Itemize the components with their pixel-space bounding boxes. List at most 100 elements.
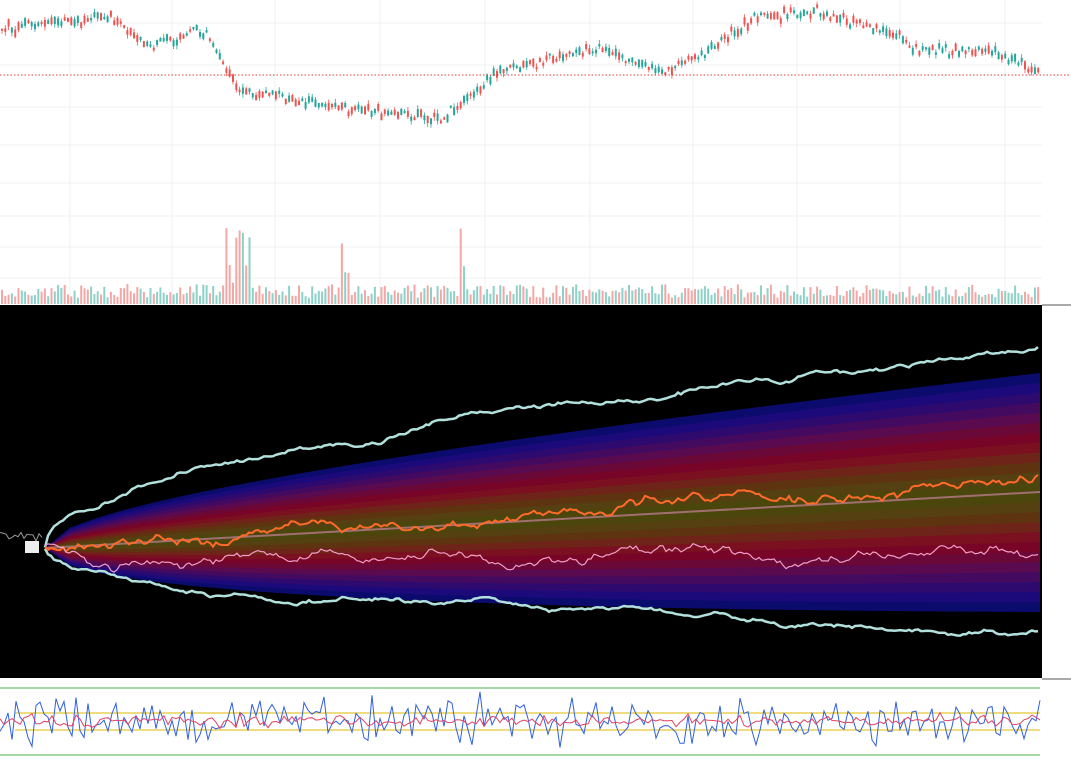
candle-body [449, 105, 452, 108]
candle-body [644, 61, 647, 67]
candle-body [291, 95, 294, 102]
volume-bar [941, 296, 944, 304]
volume-bar [271, 293, 274, 304]
candle-body [822, 13, 825, 20]
candle-body [304, 101, 307, 109]
volume [1, 228, 1040, 304]
candle-body [981, 48, 984, 54]
volume-bar [713, 292, 716, 304]
candle-body [172, 40, 175, 47]
candle-body [915, 43, 918, 47]
volume-bar [819, 289, 822, 304]
volume-bar [304, 296, 307, 304]
candle-body [783, 6, 786, 13]
candle-body [684, 60, 687, 64]
candle-body [769, 12, 772, 20]
candle-body [882, 26, 885, 32]
volume-bar [802, 287, 805, 304]
candle-body [789, 7, 792, 13]
volume-bar [852, 287, 855, 304]
volume-bar [433, 296, 436, 304]
candle-body [377, 104, 380, 111]
candle-body [967, 47, 970, 50]
volume-bar [1, 289, 3, 304]
candle-body [664, 72, 667, 76]
volume-bar [644, 293, 647, 304]
candle-body [905, 39, 908, 43]
candle-body [895, 33, 898, 39]
volume-bar [885, 295, 888, 304]
candle-body [1017, 62, 1020, 66]
volume-bar [898, 292, 901, 304]
volume-bar [954, 289, 957, 304]
candle-body [20, 23, 23, 28]
candle-body [410, 116, 413, 121]
volume-bar [370, 293, 373, 304]
candle-body [994, 46, 997, 53]
candle-body [486, 74, 489, 81]
volume-bar [238, 230, 241, 304]
candle-body [179, 33, 182, 40]
candle-body [281, 93, 284, 97]
candle-body [284, 98, 287, 104]
volume-bar [294, 295, 297, 304]
candle-body [951, 50, 954, 56]
volume-bar [595, 292, 597, 304]
volume-bar [274, 290, 277, 304]
candle-body [192, 26, 195, 30]
volume-bar [327, 286, 330, 304]
candle-body [430, 118, 432, 125]
candle-body [126, 30, 129, 35]
price-grid [0, 0, 1042, 305]
volume-bar [63, 284, 66, 304]
volume-bar [694, 289, 696, 304]
candle-body [545, 55, 548, 61]
candle-body [199, 32, 201, 37]
candle-body [232, 74, 234, 82]
volume-bar [835, 285, 838, 304]
volume-bar [776, 297, 779, 304]
volume-bar [258, 285, 261, 304]
candle-body [162, 37, 165, 42]
volume-bar [347, 272, 350, 304]
candle-body [459, 102, 462, 109]
volume-bar [981, 296, 984, 304]
volume-bar [677, 297, 680, 304]
volume-bar [977, 294, 980, 304]
candle-body [10, 27, 13, 33]
candle-body [542, 62, 545, 66]
volume-bar [109, 291, 112, 304]
volume-bar [93, 294, 96, 304]
candle-body [245, 88, 248, 95]
volume-bar [641, 289, 644, 304]
candle-body [60, 21, 63, 27]
candle-body [958, 51, 960, 57]
volume-bar [232, 282, 234, 304]
volume-bar [159, 287, 162, 304]
candle-body [786, 13, 789, 20]
volume-bar [40, 291, 43, 304]
volume-bar [367, 296, 370, 304]
volume-bar [525, 288, 528, 304]
candle-body [921, 46, 924, 51]
volume-bar [360, 293, 363, 304]
candle-body [595, 49, 597, 54]
volume-bar [80, 285, 83, 304]
candle-body [832, 13, 835, 17]
volume-bar [443, 285, 446, 304]
candle-body [944, 44, 947, 48]
candle-body [443, 117, 446, 120]
volume-bar [129, 291, 132, 304]
volume-bar [773, 293, 776, 304]
volume-bar [298, 285, 300, 304]
candle-body [862, 25, 865, 29]
candle-body [93, 12, 96, 18]
candle-body [532, 58, 535, 67]
volume-bar [674, 295, 677, 304]
candle-body [63, 17, 66, 21]
candle-body [703, 54, 706, 58]
volume-bar [225, 228, 228, 304]
candle-body [680, 60, 683, 66]
volume-bar [618, 292, 621, 304]
candle-body [152, 47, 155, 51]
